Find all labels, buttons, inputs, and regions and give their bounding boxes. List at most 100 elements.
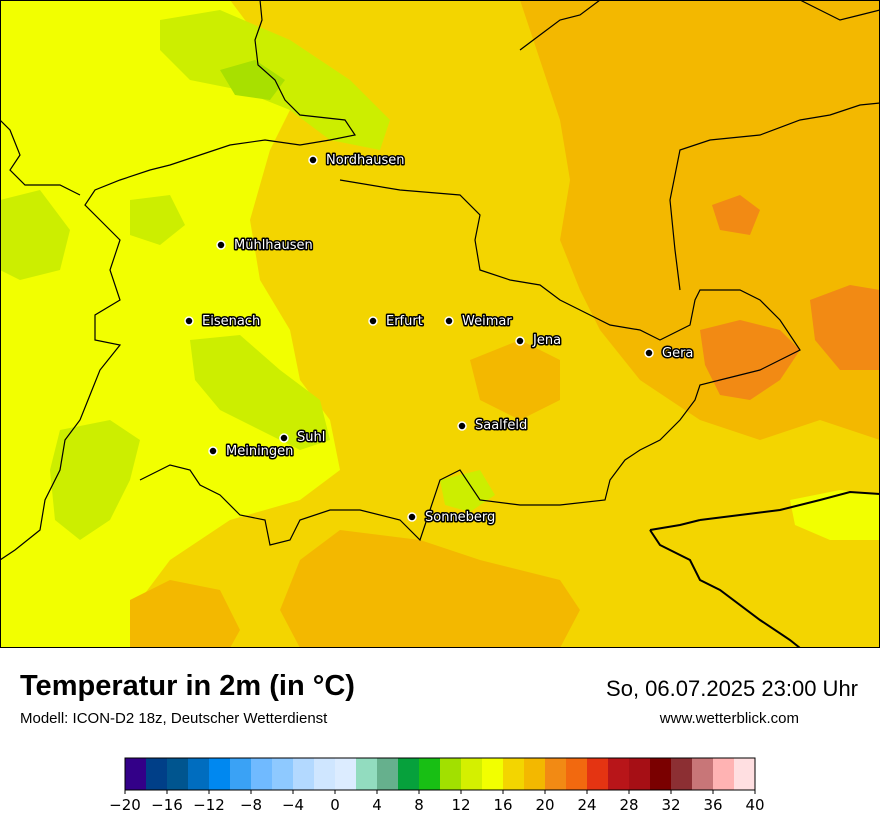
- city-weimar[interactable]: Weimar Weimar: [444, 313, 514, 331]
- colorbar-swatch: [650, 758, 672, 790]
- city-erfurt[interactable]: Erfurt Erfurt: [368, 313, 424, 331]
- colorbar-tick-label: 8: [414, 796, 424, 814]
- city-suhl[interactable]: Suhl Suhl: [279, 429, 327, 447]
- city-marker: [279, 433, 289, 443]
- city-label: Erfurt: [386, 314, 423, 329]
- colorbar-swatch: [671, 758, 693, 790]
- city-label: Gera: [662, 346, 693, 361]
- temperature-field-lightgreen-mw: [130, 195, 185, 245]
- colorbar-swatch: [734, 758, 756, 790]
- colorbar-swatch: [146, 758, 168, 790]
- colorbar-swatch: [377, 758, 399, 790]
- colorbar-swatch: [461, 758, 483, 790]
- colorbar-tick-label: 16: [493, 796, 512, 814]
- city-label-outline: Eisenach: [202, 314, 260, 329]
- colorbar-swatch: [692, 758, 714, 790]
- colorbar-tick-label: 28: [619, 796, 638, 814]
- city-marker: [308, 155, 318, 165]
- colorbar-swatch: [251, 758, 273, 790]
- state-borders: [0, 0, 880, 561]
- colorbar-tick-label: −4: [282, 796, 304, 814]
- colorbar-swatch: [419, 758, 441, 790]
- model-info: Modell: ICON-D2 18z, Deutscher Wetterdie…: [20, 710, 328, 727]
- city-label: Weimar: [462, 314, 512, 329]
- map-title: Temperatur in 2m (in °C): [20, 670, 355, 702]
- colorbar-tick-label: 24: [577, 796, 596, 814]
- city-marker: [184, 316, 194, 326]
- colorbar-swatch: [293, 758, 315, 790]
- colorbar-swatch: [125, 758, 147, 790]
- colorbar-tick-label: −20: [109, 796, 141, 814]
- colorbar-swatch: [356, 758, 378, 790]
- city-label: Saalfeld: [475, 418, 527, 433]
- city-gera[interactable]: Gera Gera: [644, 345, 695, 363]
- colorbar-swatch: [524, 758, 546, 790]
- city-marker: [644, 348, 654, 358]
- city-label: Sonneberg: [425, 510, 495, 525]
- temperature-field-orange-south: [280, 530, 580, 648]
- city-marker: [208, 446, 218, 456]
- colorbar-swatch: [440, 758, 462, 790]
- city-marker: [368, 316, 378, 326]
- city-label-outline: Meiningen: [226, 444, 293, 459]
- colorbar-swatch: [188, 758, 210, 790]
- colorbar-tick-label: 32: [661, 796, 680, 814]
- colorbar-swatch: [335, 758, 357, 790]
- colorbar-ticks: −20 −16 −12 −8 −4 0 4 8 12 16 20 24 28 32 36 40: [109, 790, 765, 814]
- temperature-field-lightgreen-center: [190, 335, 330, 450]
- colorbar-tick-label: −8: [240, 796, 262, 814]
- colorbar-swatch: [566, 758, 588, 790]
- city-label-outline: Suhl: [297, 430, 325, 445]
- city-marker: [407, 512, 417, 522]
- colorbar-tick-label: 4: [372, 796, 382, 814]
- city-label-outline: Gera: [662, 346, 693, 361]
- colorbar-tick-label: 12: [451, 796, 470, 814]
- colorbar-swatch: [629, 758, 651, 790]
- colorbar-tick-label: 0: [330, 796, 340, 814]
- colorbar-tick-label: 36: [703, 796, 722, 814]
- colorbar-swatch: [587, 758, 609, 790]
- website-link[interactable]: www.wetterblick.com: [659, 710, 799, 727]
- city-label: Mühlhausen: [234, 238, 313, 253]
- colorbar-tick-label: 20: [535, 796, 554, 814]
- city-label-outline: Mühlhausen: [234, 238, 313, 253]
- temperature-field-orange-sw: [130, 580, 240, 648]
- city-label: Meiningen: [226, 444, 293, 459]
- city-marker: [457, 421, 467, 431]
- temperature-field-lightgreen-sw: [50, 420, 140, 540]
- temperature-field-darkorange-3: [712, 195, 760, 235]
- city-meiningen[interactable]: Meiningen Meiningen: [208, 443, 295, 461]
- colorbar-swatch: [545, 758, 567, 790]
- city-label-outline: Nordhausen: [326, 153, 405, 168]
- city-marker: [216, 240, 226, 250]
- city-jena[interactable]: Jena Jena: [515, 332, 563, 350]
- city-marker: [444, 316, 454, 326]
- temperature-field-lightgreen-west: [0, 190, 70, 280]
- city-sonneberg[interactable]: Sonneberg Sonneberg: [407, 509, 497, 527]
- colorbar-tick-label: −12: [193, 796, 225, 814]
- city-nordhausen[interactable]: Nordhausen Nordhausen: [308, 152, 406, 170]
- city-label: Suhl: [297, 430, 325, 445]
- colorbar-swatches: [124, 757, 756, 791]
- colorbar-swatch: [314, 758, 336, 790]
- temperature-field-darkorange-1: [700, 320, 800, 400]
- colorbar-frame: [124, 757, 756, 791]
- colorbar-swatch: [482, 758, 504, 790]
- city-label-outline: Jena: [532, 333, 561, 348]
- city-muehlhausen[interactable]: Mühlhausen Mühlhausen: [216, 237, 314, 255]
- colorbar-swatch: [209, 758, 231, 790]
- country-border: [649, 490, 880, 648]
- city-label: Nordhausen: [326, 153, 405, 168]
- colorbar-tick-label: −16: [151, 796, 183, 814]
- city-marker: [515, 336, 525, 346]
- colorbar-swatch: [167, 758, 189, 790]
- colorbar-swatch: [503, 758, 525, 790]
- city-saalfeld[interactable]: Saalfeld Saalfeld: [457, 417, 529, 435]
- forecast-datetime: So, 06.07.2025 23:00 Uhr: [606, 676, 858, 701]
- temperature-field-orange: [520, 0, 880, 440]
- temperature-map: Nordhausen Nordhausen Mühlhausen Mühlhau…: [0, 0, 880, 648]
- colorbar: −20 −16 −12 −8 −4 0 4 8 12 16 20 24 28 32 36 40: [0, 750, 880, 830]
- temperature-field-darkorange-2: [810, 285, 880, 370]
- city-eisenach[interactable]: Eisenach Eisenach: [184, 313, 262, 331]
- city-label: Jena: [532, 333, 561, 348]
